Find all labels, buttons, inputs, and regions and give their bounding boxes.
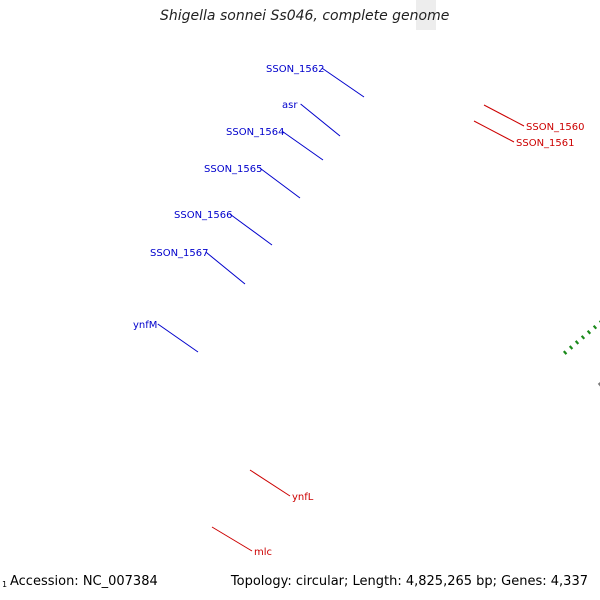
gene-label[interactable]: SSON_1567	[150, 248, 209, 259]
gene-label[interactable]: asr	[282, 100, 298, 111]
gene-label-leader	[211, 526, 253, 552]
inner-tick-ring	[586, 330, 592, 335]
gene-label[interactable]: SSON_1565	[204, 164, 263, 175]
gene-label-leader	[229, 213, 273, 246]
genome-summary-text: Topology: circular; Length: 4,825,265 bp…	[230, 574, 588, 589]
gene-label-leader	[157, 323, 199, 353]
inner-tick-ring	[574, 340, 580, 345]
inner-tick-ring	[568, 345, 574, 350]
gene-label-leader	[281, 130, 324, 161]
inner-tick-ring	[580, 335, 586, 340]
gene-label[interactable]: ynfM	[133, 320, 157, 331]
gene-label-leader	[473, 120, 515, 143]
inner-tick-ring	[592, 324, 598, 330]
gene-label[interactable]: SSON_1561	[516, 138, 575, 149]
gene-label[interactable]: SSON_1562	[266, 64, 325, 75]
accession-value: Accession: NC_007384	[10, 574, 158, 589]
gene-label-leader	[259, 167, 301, 199]
map-title: Shigella sonnei Ss046, complete genome	[160, 8, 450, 24]
gene-label[interactable]: SSON_1560	[526, 122, 585, 133]
gene-label-leader	[321, 67, 365, 98]
clipped-glyph: 1	[2, 580, 8, 589]
gene-label[interactable]: ynfL	[292, 492, 314, 503]
gene-label-leader	[483, 104, 525, 127]
gene-label-leader	[249, 469, 291, 497]
inner-tick-ring	[562, 350, 568, 355]
gene-label-leader	[300, 103, 341, 137]
gene-label[interactable]: SSON_1564	[226, 127, 285, 138]
clipped-feature	[416, 0, 436, 30]
gene-label[interactable]: SSON_1566	[174, 210, 233, 221]
gene-label[interactable]: mlc	[254, 547, 272, 558]
accession-text: 1 Accession: NC_007384	[2, 574, 158, 589]
gene-label-leader	[205, 251, 246, 285]
